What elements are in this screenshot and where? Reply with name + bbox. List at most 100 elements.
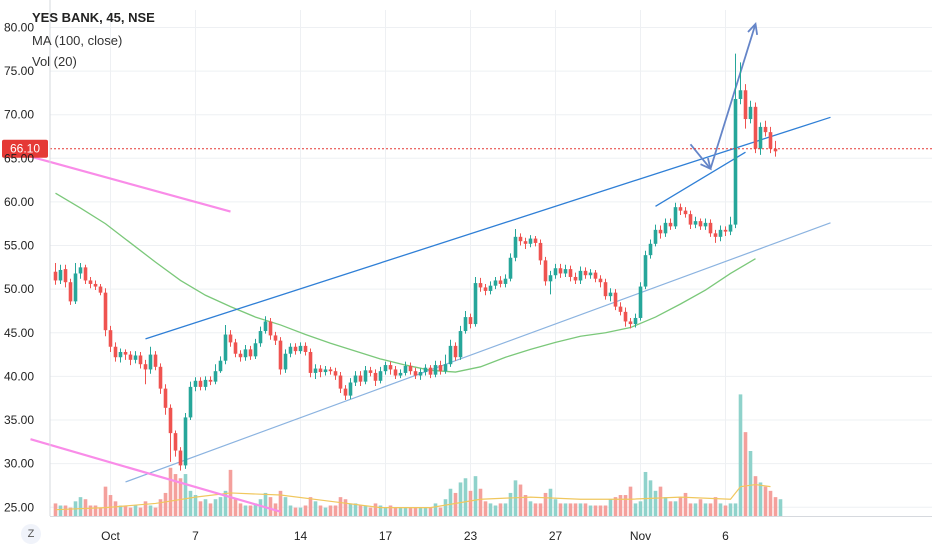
candle-body xyxy=(593,272,598,279)
candle-body xyxy=(568,269,573,277)
candle-body xyxy=(403,365,408,373)
volume-bar xyxy=(238,503,243,516)
arrow-down-leg xyxy=(689,143,712,170)
candle-body xyxy=(148,354,153,370)
candle-body xyxy=(243,349,248,358)
candle-body xyxy=(633,317,638,325)
volume-bar xyxy=(403,507,408,516)
volume-bar xyxy=(108,495,113,516)
volume-bar xyxy=(363,505,368,516)
volume-bar xyxy=(193,495,198,516)
candle-body xyxy=(413,371,418,376)
volume-bar xyxy=(283,497,288,516)
volume-bar xyxy=(138,507,143,516)
upper-channel-line xyxy=(145,116,831,340)
volume-bar xyxy=(548,488,553,516)
candle-body xyxy=(138,355,143,365)
volume-bar xyxy=(298,507,303,516)
candle-body xyxy=(718,229,723,237)
candle-body xyxy=(648,243,653,256)
volume-bar xyxy=(223,490,228,516)
volume-bar xyxy=(638,501,643,516)
y-tick-label: 80.00 xyxy=(4,20,34,34)
candle-body xyxy=(553,268,558,276)
volume-bar xyxy=(103,486,108,516)
candle-body xyxy=(728,224,733,232)
volume-bar xyxy=(413,507,418,516)
y-tick-label: 70.00 xyxy=(4,108,34,122)
volume-bar xyxy=(458,482,463,516)
candle-body xyxy=(428,367,433,375)
price-label: 66.10 xyxy=(10,142,40,156)
candle-body xyxy=(393,369,398,376)
volume-bar xyxy=(213,499,218,516)
x-tick-label: 14 xyxy=(294,529,308,543)
volume-bar xyxy=(448,488,453,516)
timezone-button[interactable]: Z xyxy=(21,524,41,544)
candles xyxy=(53,53,778,471)
candle-body xyxy=(528,238,533,244)
candle-body xyxy=(358,375,363,382)
volume-bar xyxy=(748,451,753,516)
candle-body xyxy=(278,340,283,370)
candle-body xyxy=(513,236,518,258)
volume-bar xyxy=(573,503,578,516)
candle-body xyxy=(188,386,193,418)
volume-bar xyxy=(243,505,248,516)
candle-body xyxy=(63,269,68,283)
y-tick-label: 60.00 xyxy=(4,195,34,209)
volume-bar xyxy=(178,478,183,516)
drawn-trendlines[interactable] xyxy=(30,21,831,513)
current-price-line: 66.10 xyxy=(2,139,932,158)
volume-bar xyxy=(333,505,338,516)
volume-bar xyxy=(343,499,348,516)
candle-body xyxy=(688,214,693,225)
volume-bar xyxy=(58,505,63,516)
volume-bar xyxy=(708,503,713,516)
volume-bar xyxy=(328,505,333,516)
volume-bar xyxy=(123,505,128,516)
volume-bar xyxy=(128,507,133,516)
volume-bar xyxy=(148,505,153,516)
ma-line xyxy=(55,192,756,373)
volume-bar xyxy=(588,505,593,516)
candle-body xyxy=(743,90,748,120)
volume-bar xyxy=(523,495,528,516)
y-tick-label: 30.00 xyxy=(4,457,34,471)
candle-body xyxy=(78,267,83,274)
candle-body xyxy=(383,365,388,372)
candle-body xyxy=(678,207,683,211)
price-label-box xyxy=(2,139,48,158)
volume-bar xyxy=(773,497,778,516)
grid xyxy=(50,10,932,516)
candle-body xyxy=(203,379,208,387)
volume-bar xyxy=(738,394,743,516)
y-tick-label: 45.00 xyxy=(4,326,34,340)
volume-bar xyxy=(763,486,768,516)
volume-bar xyxy=(483,501,488,516)
candle-body xyxy=(518,236,523,242)
candle-body xyxy=(458,331,463,358)
volume-bar xyxy=(443,499,448,516)
candle-body xyxy=(768,132,773,149)
candle-body xyxy=(558,268,563,274)
volume-bar xyxy=(323,507,328,516)
candle-body xyxy=(683,210,688,215)
volume-bar xyxy=(628,486,633,516)
candle-body xyxy=(298,345,303,352)
axes: 80.00 75.00 70.00 65.00 60.00 55.00 50.00 45.00… xyxy=(4,0,932,543)
candle-body xyxy=(388,365,393,370)
candle-body xyxy=(723,229,728,232)
candle-body xyxy=(303,345,308,352)
candle-body xyxy=(498,280,503,284)
volume-bar xyxy=(368,507,373,516)
volume-bar xyxy=(358,505,363,516)
volume-bar xyxy=(158,499,163,516)
volume-bar xyxy=(743,432,748,516)
volume-bar xyxy=(693,503,698,516)
candle-body xyxy=(253,343,258,357)
candle-body xyxy=(533,238,538,243)
volume-bar xyxy=(688,503,693,516)
x-tick-label: 17 xyxy=(379,529,393,543)
